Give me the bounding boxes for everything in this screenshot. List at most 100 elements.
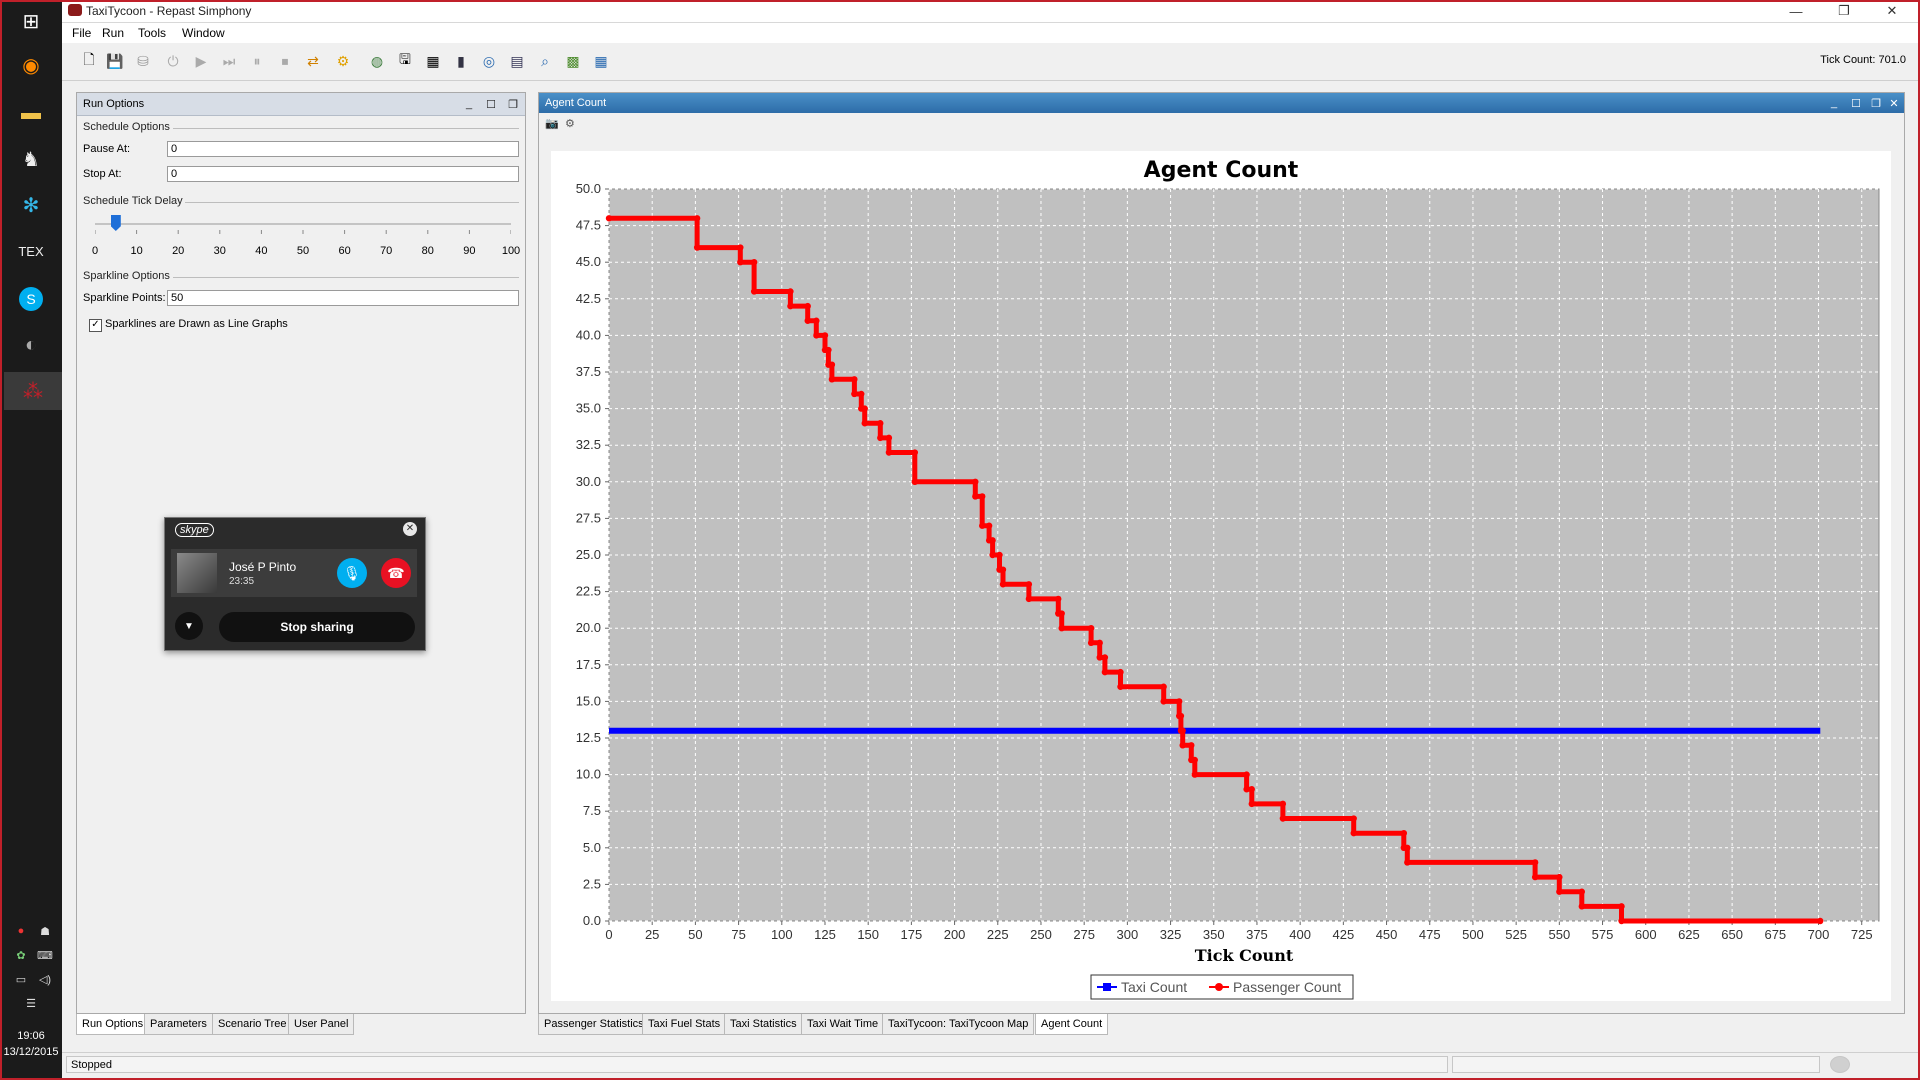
slider-tick-label: 0 — [91, 245, 99, 257]
hang-up-icon[interactable]: ☎ — [381, 558, 411, 588]
image-icon[interactable]: ▩ — [566, 52, 580, 69]
tab-run-options[interactable]: Run Options — [76, 1014, 150, 1035]
passenger-count-point — [1618, 903, 1625, 910]
batch-run-icon[interactable]: ⚙ — [336, 52, 350, 69]
globe-icon[interactable]: ◎ — [482, 52, 496, 69]
movie-icon[interactable]: ▤ — [510, 52, 524, 69]
window-title: TaxiTycoon - Repast Simphony — [86, 4, 252, 18]
legend-taxi-marker — [1103, 983, 1111, 991]
pause-run-icon[interactable]: ⏸ — [253, 52, 261, 69]
app-icon[interactable]: ♞ — [22, 148, 40, 171]
float-icon[interactable]: ❐ — [508, 98, 518, 111]
clock-date[interactable]: 13/12/2015 — [3, 1046, 59, 1058]
sparkline-line-graph-checkbox[interactable]: ✓ — [89, 319, 102, 332]
repast-icon[interactable]: ⁂ — [4, 372, 62, 410]
tray-icon[interactable]: ● — [17, 925, 25, 937]
close-icon[interactable]: ✕ — [403, 522, 417, 536]
reset-run-icon[interactable]: ⇄ — [307, 52, 319, 69]
tick-delay-slider-thumb[interactable] — [110, 215, 121, 231]
agent-count-header: Agent Count _ ☐ ❐ ✕ — [539, 93, 1904, 113]
passenger-count-point — [979, 493, 986, 500]
tray-icon[interactable]: ✿ — [16, 949, 26, 962]
network-icon[interactable]: ▭ — [15, 973, 27, 986]
latex-icon[interactable]: TEX — [18, 243, 44, 259]
firefox-icon[interactable]: ◉ — [22, 54, 40, 77]
init-run-icon[interactable]: ⏻ — [167, 52, 179, 69]
restore-button[interactable]: ❐ — [1838, 3, 1850, 18]
passenger-count-point — [693, 215, 701, 222]
close-button[interactable]: ✕ — [1886, 3, 1898, 18]
tab-parameters[interactable]: Parameters — [144, 1014, 213, 1035]
settings-app-icon[interactable]: ✻ — [22, 194, 40, 217]
save-data-icon[interactable]: 🖫 — [399, 51, 411, 67]
x-tick-label: 300 — [1117, 927, 1139, 942]
tab-taxi-statistics[interactable]: Taxi Statistics — [724, 1014, 803, 1035]
start-run-icon[interactable]: ▶ — [195, 52, 207, 69]
tab-taxi-fuel-stats[interactable]: Taxi Fuel Stats — [642, 1014, 727, 1035]
passenger-count-point — [1350, 815, 1357, 822]
maximize-icon[interactable]: ☐ — [1851, 97, 1861, 110]
sparkline-points-input[interactable]: 50 — [167, 290, 519, 306]
tray-icon[interactable]: ☗ — [40, 925, 50, 938]
tab-taxitycoon-map[interactable]: TaxiTycoon: TaxiTycoon Map — [882, 1014, 1035, 1035]
save-icon[interactable]: 💾 — [106, 52, 124, 69]
chevron-down-icon[interactable]: ▼ — [175, 612, 203, 640]
x-tick-label: 550 — [1548, 927, 1570, 942]
tab-passenger-statistics[interactable]: Passenger Statistics — [538, 1014, 650, 1035]
minimize-button[interactable]: — — [1789, 3, 1803, 19]
file-explorer-icon[interactable]: ▬ — [21, 101, 41, 124]
menu-window[interactable]: Window — [182, 26, 225, 40]
x-tick-label: 175 — [901, 927, 923, 942]
clock-time[interactable]: 19:06 — [17, 1030, 45, 1042]
menu-file[interactable]: File — [72, 26, 92, 40]
slider-tick-label: 80 — [421, 245, 434, 257]
notifications-icon[interactable]: ☰ — [26, 997, 36, 1010]
maximize-icon[interactable]: ☐ — [486, 98, 496, 111]
panel-title: Run Options — [83, 98, 145, 110]
x-tick-label: 450 — [1376, 927, 1398, 942]
y-tick-label: 42.5 — [576, 291, 601, 306]
tab-scenario-tree[interactable]: Scenario Tree — [212, 1014, 293, 1035]
eclipse-icon[interactable]: ◐ — [24, 333, 38, 356]
step-run-icon[interactable]: ⏭ — [222, 52, 236, 69]
language-icon[interactable]: ⌨ — [37, 949, 53, 962]
stop-run-icon[interactable]: ⏹ — [281, 52, 289, 69]
float-icon[interactable]: ❐ — [1871, 97, 1881, 110]
spreadsheet-icon[interactable]: ▦ — [426, 52, 440, 69]
chart-properties-icon[interactable]: ⚙ — [565, 118, 575, 130]
export-icon[interactable]: ◍ — [370, 52, 384, 69]
x-tick-label: 150 — [857, 927, 879, 942]
passenger-count-point — [1096, 654, 1103, 661]
tab-agent-count[interactable]: Agent Count — [1035, 1014, 1109, 1035]
passenger-count-point — [999, 581, 1007, 588]
search-icon[interactable]: ⌕ — [541, 52, 549, 69]
tab-taxi-wait-time[interactable]: Taxi Wait Time — [801, 1014, 885, 1035]
close-icon[interactable]: ✕ — [1889, 97, 1899, 110]
windows-start-icon[interactable]: ⊞ — [22, 10, 40, 33]
snapshot-icon[interactable]: 📷 — [545, 118, 559, 130]
microphone-icon[interactable]: 🎙 — [337, 558, 367, 588]
database-icon[interactable]: ⛁ — [137, 52, 149, 69]
tick-delay-slider-track[interactable] — [95, 223, 511, 225]
minimize-icon[interactable]: _ — [1830, 97, 1838, 109]
stop-at-input[interactable]: 0 — [167, 166, 519, 182]
minimize-icon[interactable]: _ — [465, 98, 473, 110]
passenger-count-point — [858, 390, 865, 398]
new-scenario-icon[interactable]: 🗋 — [83, 51, 95, 67]
passenger-count-point — [1817, 917, 1824, 925]
menu-tools[interactable]: Tools — [138, 26, 167, 40]
x-tick-label: 725 — [1851, 927, 1873, 942]
passenger-count-point — [813, 332, 820, 339]
pause-at-input[interactable]: 0 — [167, 141, 519, 157]
skype-icon[interactable]: S — [12, 280, 50, 318]
stop-sharing-button[interactable]: Stop sharing — [219, 612, 415, 642]
passenger-count-point — [1096, 639, 1103, 647]
model-icon[interactable]: ▮ — [457, 52, 465, 69]
passenger-count-point — [1531, 859, 1539, 866]
passenger-count-point — [1117, 683, 1124, 690]
menu-run[interactable]: Run — [102, 26, 125, 40]
tab-user-panel[interactable]: User Panel — [288, 1014, 355, 1035]
x-tick-label: 275 — [1073, 927, 1095, 942]
volume-icon[interactable]: ◁) — [38, 973, 52, 986]
grid-icon[interactable]: ▦ — [594, 52, 608, 69]
